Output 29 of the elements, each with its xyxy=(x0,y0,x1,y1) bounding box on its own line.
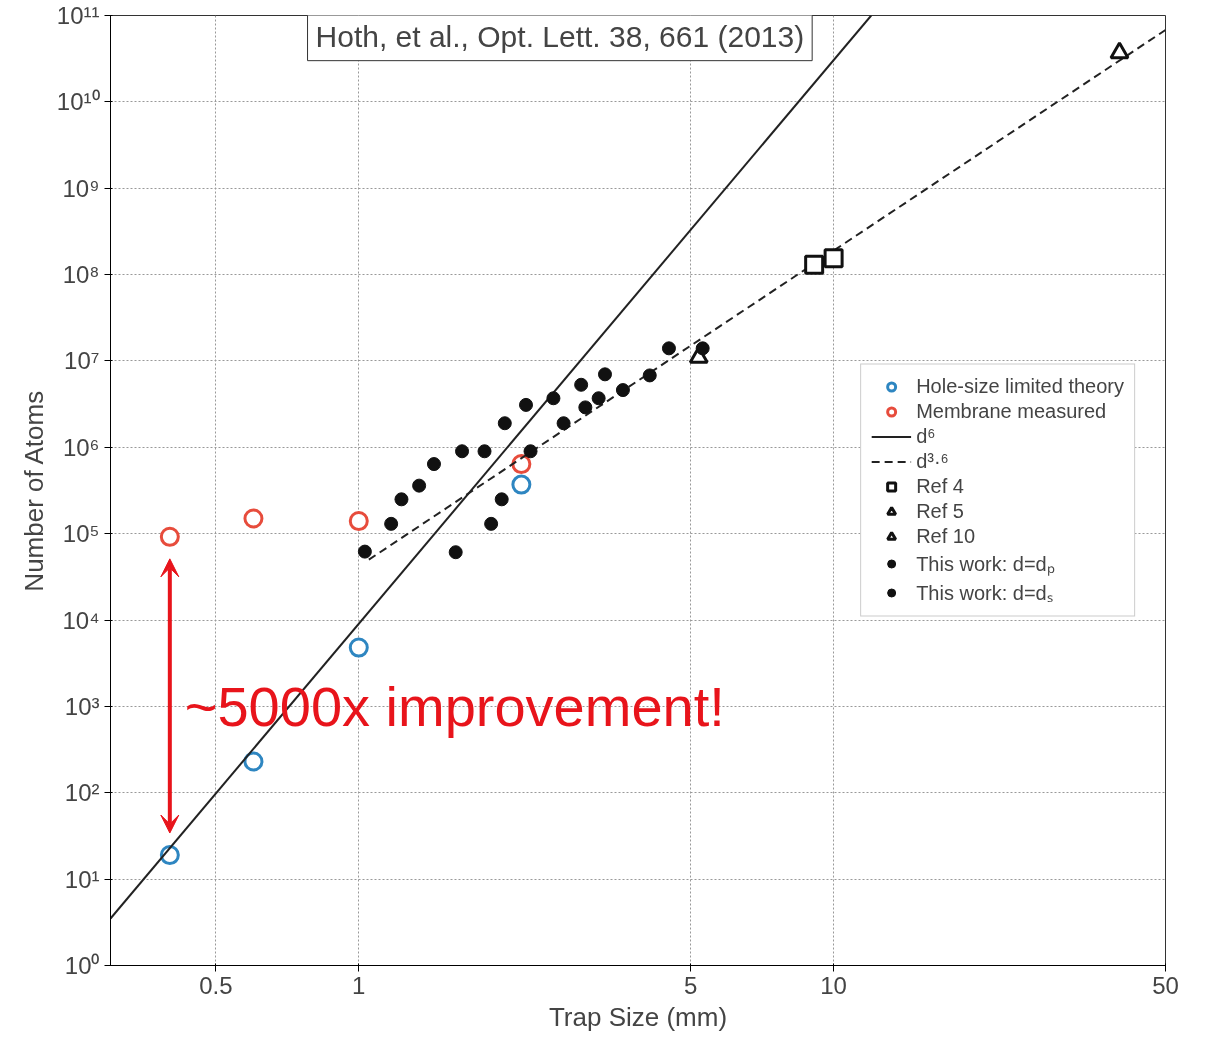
y-tick-label: 10⁷ xyxy=(64,347,100,375)
y-tick-label: 10² xyxy=(64,779,100,807)
y-tick-label: 10¹⁰ xyxy=(56,88,100,116)
y-tick-label: 10⁸ xyxy=(62,261,100,289)
x-tick-label: 10 xyxy=(820,971,847,999)
legend-label: Membrane measured xyxy=(916,399,1107,423)
y-tick-label: 10⁶ xyxy=(62,433,100,461)
y-tick-label: 10⁰ xyxy=(64,952,100,979)
y-tick-label: 10³ xyxy=(64,692,100,720)
legend-label: d³·⁶ xyxy=(916,449,949,473)
legend-label: This work: d=dₛ xyxy=(916,580,1053,606)
y-tick-label: 10⁹ xyxy=(62,174,100,202)
y-axis-title: Number of Atoms xyxy=(18,390,49,592)
x-tick-label: 0.5 xyxy=(199,971,233,999)
legend-label: Ref 4 xyxy=(916,474,964,498)
legend-label: Ref 5 xyxy=(916,499,964,523)
annotation: Hoth, et al., Opt. Lett. 38, 661 (2013) xyxy=(315,19,805,53)
y-tick-label: 10⁵ xyxy=(62,520,100,548)
y-tick-label: 10¹¹ xyxy=(56,2,100,29)
y-tick-label: 10¹ xyxy=(64,865,100,893)
legend-label: d⁶ xyxy=(916,424,937,448)
x-axis-title: Trap Size (mm) xyxy=(548,1001,728,1032)
legend-label: This work: d=dₚ xyxy=(916,551,1055,577)
x-tick-label: 1 xyxy=(352,971,366,999)
legend-label: Hole-size limited theory xyxy=(916,374,1124,398)
legend-label: Ref 10 xyxy=(916,524,976,548)
x-tick-label: 5 xyxy=(684,971,698,999)
y-tick-label: 10⁴ xyxy=(62,606,100,634)
x-tick-label: 50 xyxy=(1152,971,1179,999)
